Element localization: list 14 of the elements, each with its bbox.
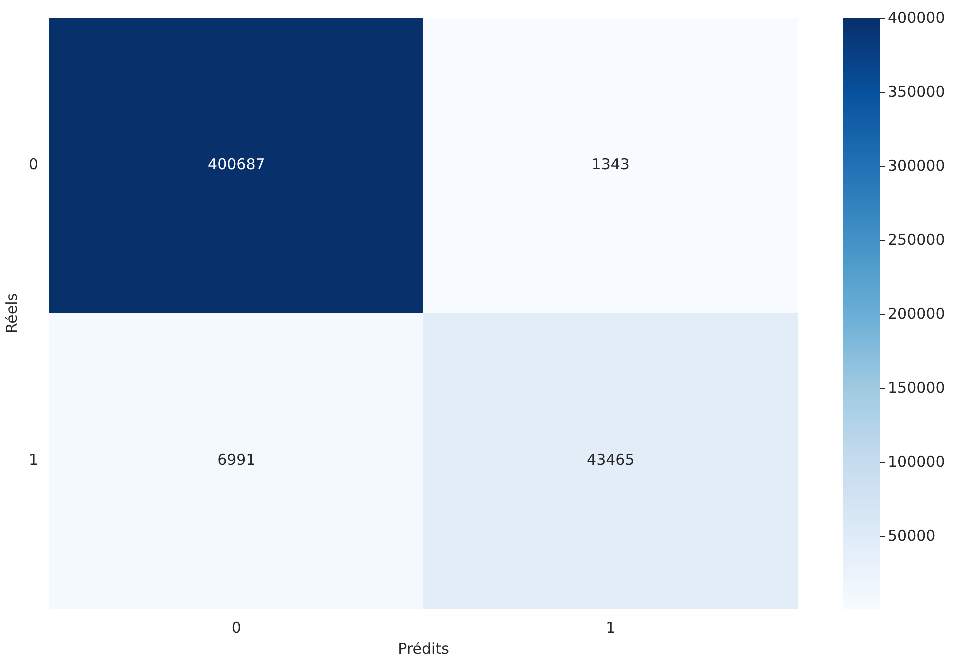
data-label: 43465: [587, 451, 635, 470]
y-axis-title: Réels: [2, 293, 21, 334]
color-bar-label: 150000: [888, 378, 946, 397]
color-bar-label: 100000: [888, 452, 946, 471]
data-label: 1343: [592, 156, 630, 174]
color-bar-label: 350000: [888, 82, 946, 101]
x-axis-title: Prédits: [398, 640, 450, 658]
data-label: 400687: [208, 156, 266, 174]
color-bar-label: 400000: [888, 8, 946, 27]
data-label: 6991: [218, 451, 256, 470]
color-bar-label: 200000: [888, 304, 946, 323]
color-bar-label: 250000: [888, 230, 946, 249]
color-bar-label: 50000: [888, 526, 936, 545]
color-bar-label: 300000: [888, 156, 946, 175]
